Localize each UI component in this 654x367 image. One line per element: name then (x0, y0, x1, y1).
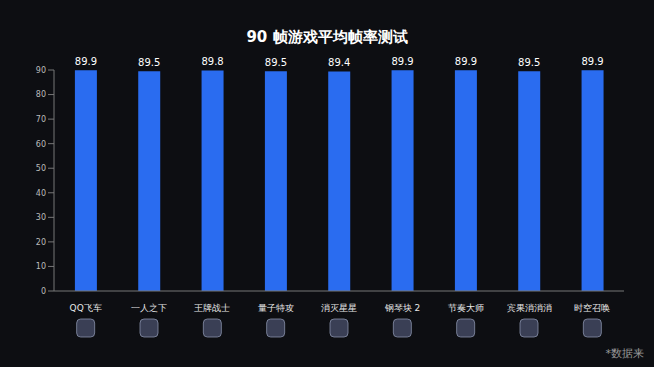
svg-text:90: 90 (36, 66, 46, 75)
svg-text:一人之下: 一人之下 (131, 303, 167, 313)
svg-text:0: 0 (41, 287, 46, 296)
svg-text:89.5: 89.5 (138, 57, 160, 68)
svg-text:50: 50 (36, 164, 46, 173)
svg-text:89.9: 89.9 (455, 56, 477, 67)
svg-text:89.9: 89.9 (581, 56, 603, 67)
svg-text:王牌战士: 王牌战士 (194, 303, 230, 313)
svg-text:70: 70 (36, 115, 46, 124)
svg-text:89.8: 89.8 (201, 56, 223, 67)
svg-text:89.9: 89.9 (391, 56, 413, 67)
svg-text:20: 20 (36, 238, 46, 247)
svg-text:89.4: 89.4 (328, 57, 350, 68)
svg-text:40: 40 (36, 189, 46, 198)
svg-text:时空召唤: 时空召唤 (574, 303, 610, 313)
svg-text:钢琴块 2: 钢琴块 2 (384, 303, 421, 313)
svg-text:30: 30 (36, 213, 46, 222)
svg-text:QQ飞车: QQ飞车 (70, 303, 102, 313)
svg-text:89.9: 89.9 (75, 56, 97, 67)
svg-text:10: 10 (36, 262, 46, 271)
svg-text:89.5: 89.5 (518, 57, 540, 68)
svg-text:节奏大师: 节奏大师 (448, 303, 484, 313)
svg-text:89.5: 89.5 (265, 57, 287, 68)
svg-text:60: 60 (36, 140, 46, 149)
svg-text:量子特攻: 量子特攻 (258, 303, 294, 313)
svg-text:消灭星星: 消灭星星 (321, 303, 357, 313)
svg-text:宾果消消消: 宾果消消消 (507, 303, 552, 313)
html-text:90 帧游戏平均帧率测试: 90 帧游戏平均帧率测试 (246, 28, 408, 46)
svg-text:80: 80 (36, 90, 46, 99)
html-text:*数据来: *数据来 (605, 347, 644, 360)
